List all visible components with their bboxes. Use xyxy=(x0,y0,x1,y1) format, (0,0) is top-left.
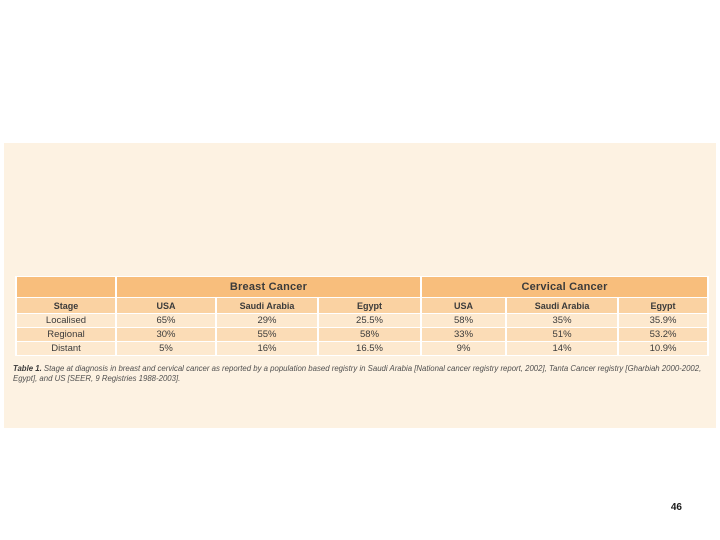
column-header-egypt-breast: Egypt xyxy=(316,297,423,314)
value-cell: 35.9% xyxy=(617,313,710,328)
value-cell: 16.5% xyxy=(316,341,423,356)
table-column-header-row: Stage USA Saudi Arabia Egypt USA Saudi A… xyxy=(15,297,710,314)
table-corner-cell xyxy=(15,276,117,298)
value-cell: 58% xyxy=(316,327,423,342)
column-header-usa-cervical: USA xyxy=(420,297,508,314)
group-header-breast-cancer: Breast Cancer xyxy=(114,276,423,298)
table-row-distant: Distant 5% 16% 16.5% 9% 14% 10.9% xyxy=(15,341,710,356)
column-header-stage: Stage xyxy=(15,297,117,314)
value-cell: 55% xyxy=(215,327,319,342)
group-header-cervical-cancer: Cervical Cancer xyxy=(420,276,710,298)
table-caption-text: Stage at diagnosis in breast and cervica… xyxy=(13,364,702,384)
stage-cell: Distant xyxy=(15,341,117,356)
column-header-egypt-cervical: Egypt xyxy=(617,297,710,314)
stage-cell: Localised xyxy=(15,313,117,328)
value-cell: 25.5% xyxy=(316,313,423,328)
table-row-regional: Regional 30% 55% 58% 33% 51% 53.2% xyxy=(15,327,710,342)
stage-at-diagnosis-table: Breast Cancer Cervical Cancer Stage USA … xyxy=(15,276,710,356)
value-cell: 35% xyxy=(505,313,620,328)
stage-cell: Regional xyxy=(15,327,117,342)
value-cell: 65% xyxy=(115,313,217,328)
table-caption-label: Table 1. xyxy=(13,364,42,373)
value-cell: 30% xyxy=(115,327,217,342)
table-caption: Table 1. Stage at diagnosis in breast an… xyxy=(13,364,711,385)
column-header-usa-breast: USA xyxy=(115,297,217,314)
column-header-saudi-breast: Saudi Arabia xyxy=(215,297,319,314)
value-cell: 9% xyxy=(420,341,508,356)
value-cell: 10.9% xyxy=(617,341,710,356)
page-number: 46 xyxy=(670,502,682,513)
value-cell: 53.2% xyxy=(617,327,710,342)
value-cell: 51% xyxy=(505,327,620,342)
value-cell: 14% xyxy=(505,341,620,356)
value-cell: 29% xyxy=(215,313,319,328)
value-cell: 16% xyxy=(215,341,319,356)
table-row-localised: Localised 65% 29% 25.5% 58% 35% 35.9% xyxy=(15,313,710,328)
value-cell: 58% xyxy=(420,313,508,328)
value-cell: 5% xyxy=(115,341,217,356)
column-header-saudi-cervical: Saudi Arabia xyxy=(505,297,620,314)
table-group-header-row: Breast Cancer Cervical Cancer xyxy=(15,276,710,298)
value-cell: 33% xyxy=(420,327,508,342)
